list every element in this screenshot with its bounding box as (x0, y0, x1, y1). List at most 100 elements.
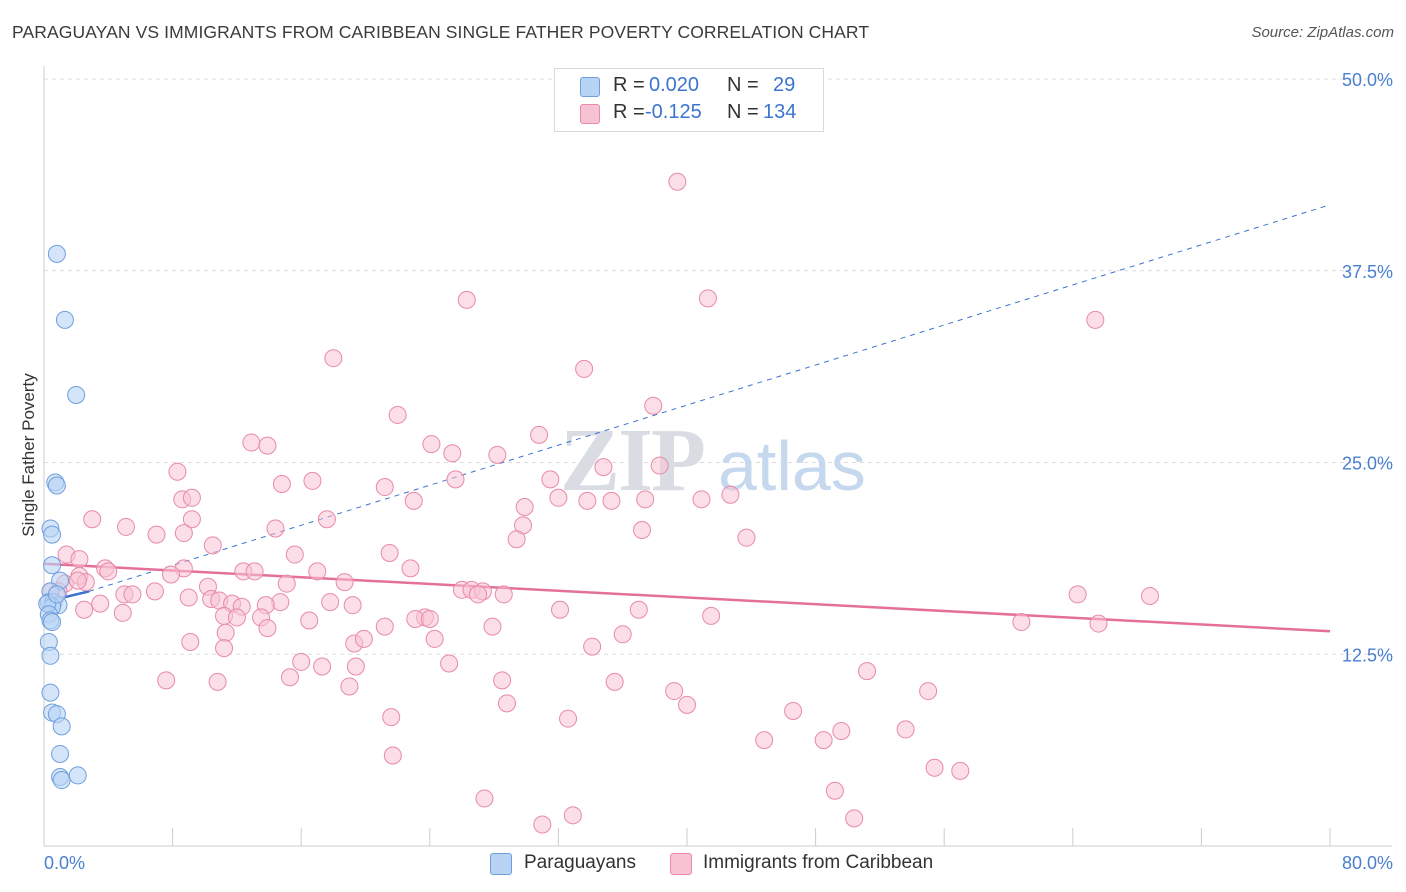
caribbean-point (113, 603, 132, 622)
caribbean-point (208, 672, 227, 691)
caribbean-point (420, 609, 439, 628)
watermark-atlas: atlas (718, 427, 866, 505)
n-label: N = (727, 74, 759, 96)
paraguayans-swatch (580, 77, 600, 97)
paraguayans-point (47, 585, 66, 604)
caribbean-point (443, 444, 462, 463)
caribbean-point (383, 746, 402, 765)
caribbean-point (575, 359, 594, 378)
caribbean-point (530, 425, 549, 444)
caribbean-point (1086, 310, 1105, 329)
x-tick-label: 80.0% (1342, 853, 1393, 873)
y-tick-label: 50.0% (1342, 70, 1393, 90)
caribbean-point (814, 731, 833, 750)
r-value-paraguayans: 0.020 (649, 74, 700, 96)
caribbean-point (277, 574, 296, 593)
caribbean-point (182, 510, 201, 529)
grid-lines (44, 78, 1392, 655)
caribbean-point (613, 625, 632, 644)
n-label: N = (727, 101, 759, 123)
caribbean-point (457, 290, 476, 309)
r-label: R = (613, 101, 645, 123)
x-tick-label: 0.0% (44, 853, 85, 873)
caribbean-point (375, 617, 394, 636)
caribbean-point (216, 623, 235, 642)
legend-row-paraguayans: R = 0.020 N = 29 (555, 73, 823, 99)
caribbean-point (99, 562, 118, 581)
caribbean-point (494, 585, 513, 604)
y-axis-label: Single Father Poverty (19, 373, 38, 537)
paraguayans-point (41, 683, 60, 702)
caribbean-point (179, 588, 198, 607)
caribbean-point (174, 524, 193, 543)
caribbean-point (266, 519, 285, 538)
r-value-caribbean: -0.125 (645, 101, 702, 123)
caribbean-point (469, 585, 488, 604)
caribbean-point (321, 593, 340, 612)
paraguayans-legend-swatch (490, 853, 512, 875)
caribbean-point (1089, 614, 1108, 633)
caribbean-point (605, 672, 624, 691)
caribbean-point (401, 559, 420, 578)
n-value-caribbean: 134 (763, 101, 797, 123)
caribbean-point (215, 639, 234, 658)
caribbean-point (182, 488, 201, 507)
caribbean-point (145, 582, 164, 601)
caribbean-point (583, 637, 602, 656)
caribbean-point (446, 470, 465, 489)
caribbean-point (346, 657, 365, 676)
caribbean-point (375, 478, 394, 497)
paraguayans-point (55, 310, 74, 329)
paraguayans-point (52, 771, 71, 790)
y-tick-label: 12.5% (1342, 645, 1393, 665)
correlation-legend: R = 0.020 N = 29 R = -0.125 N = 134 (554, 68, 824, 132)
caribbean-point (721, 485, 740, 504)
r-label: R = (613, 74, 645, 96)
y-tick-label: 25.0% (1342, 454, 1393, 474)
caribbean-point (559, 709, 578, 728)
caribbean-point (70, 550, 89, 569)
caribbean-point (636, 490, 655, 509)
caribbean-point (280, 668, 299, 687)
caribbean-point (896, 720, 915, 739)
paraguayans-point (52, 717, 71, 736)
caribbean-point (292, 652, 311, 671)
paraguayans-point (68, 766, 87, 785)
caribbean-point (272, 474, 291, 493)
caribbean-point (425, 629, 444, 648)
caribbean-point (594, 458, 613, 477)
caribbean-point (563, 806, 582, 825)
paraguayans-point (43, 613, 62, 632)
caribbean-point (116, 517, 135, 536)
caribbean-point (83, 510, 102, 529)
caribbean-point (665, 682, 684, 701)
caribbean-legend-label: Immigrants from Caribbean (703, 852, 934, 873)
paraguayans-legend-label: Paraguayans (524, 852, 636, 873)
caribbean-point (832, 721, 851, 740)
caribbean-point (825, 781, 844, 800)
caribbean-point (161, 565, 180, 584)
caribbean-point (1012, 613, 1031, 632)
caribbean-point (335, 573, 354, 592)
paraguayans-point (51, 744, 70, 763)
caribbean-point (227, 608, 246, 627)
caribbean-point (483, 617, 502, 636)
caribbean-point (147, 525, 166, 544)
caribbean-point (324, 349, 343, 368)
caribbean-point (533, 815, 552, 834)
caribbean-point (702, 606, 721, 625)
caribbean-point (858, 662, 877, 681)
paraguayans-point (47, 244, 66, 263)
caribbean-point (203, 536, 222, 555)
caribbean-point (340, 677, 359, 696)
caribbean-point (755, 731, 774, 750)
caribbean-point (91, 594, 110, 613)
paraguayans-point (47, 476, 66, 495)
caribbean-point (380, 544, 399, 563)
legend-row-caribbean: R = -0.125 N = 134 (555, 100, 823, 126)
caribbean-point (404, 491, 423, 510)
caribbean-point (515, 497, 534, 516)
caribbean-point (507, 530, 526, 549)
caribbean-point (951, 761, 970, 780)
